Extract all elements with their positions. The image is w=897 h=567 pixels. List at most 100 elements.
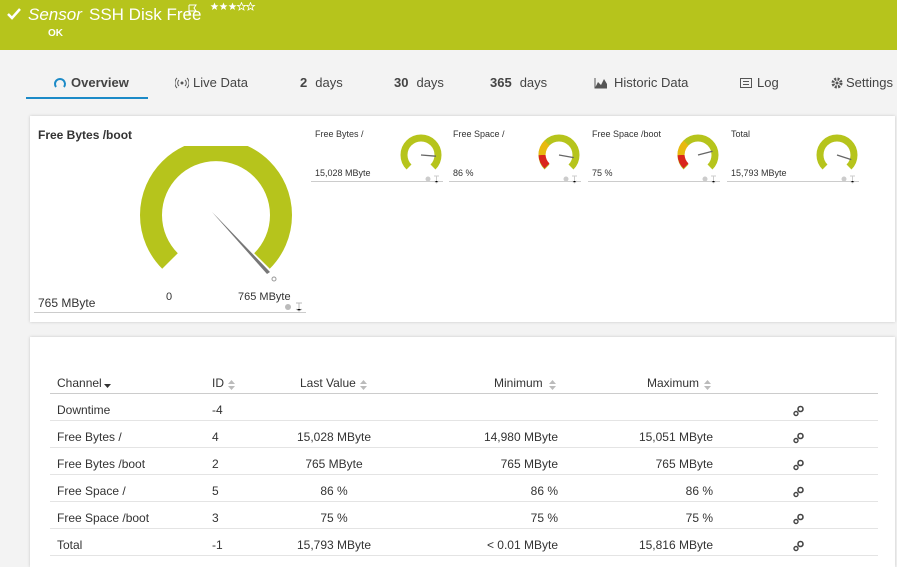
flag-icon[interactable] [187,4,199,16]
table-cell: 4 [212,430,219,444]
mini-gauge-tools-svg [702,175,717,184]
tab-label: Historic Data [614,75,689,90]
row-line [50,447,878,448]
mini-gauge-value: 75 % [592,168,613,178]
channel-settings-icon[interactable] [793,458,805,476]
mini-gauge-tools-svg [841,175,856,184]
tab-number: 2 [300,75,308,90]
mini-gauge-value: 86 % [453,168,474,178]
mini-gauge [815,133,859,182]
tab-label: days [416,75,444,90]
tab[interactable]: Overview [71,75,129,90]
sort-icon[interactable] [548,378,557,396]
tab-icon [830,76,844,95]
table-cell: 765 MByte [655,457,713,471]
gauge-title: Free Bytes /boot [38,128,133,142]
table-cell: 15,816 MByte [638,538,713,552]
mini-gauge [537,133,581,182]
table-cell: Free Space /boot [57,511,150,525]
row-line [50,528,878,529]
sort-icon-svg [104,384,111,388]
mini-gauge-tools[interactable] [563,171,581,189]
column-header[interactable]: Last Value [300,376,356,390]
table-cell: 3 [212,511,219,525]
mini-gauge-value: 15,793 MByte [731,168,787,178]
tab-icon-svg [594,78,607,89]
tab-label: Settings [846,75,893,90]
tab-icon [53,76,67,95]
table-cell: -1 [212,538,223,552]
column-header[interactable]: Maximum [647,376,700,390]
check-icon [7,8,21,20]
sort-icon-svg [360,380,367,390]
tab-label: Live Data [193,75,248,90]
row-line [50,474,878,475]
table-cell: 15,793 MByte [296,538,372,552]
mini-gauge-svg [816,134,858,170]
tab[interactable]: Settings [846,75,893,90]
column-header[interactable]: ID [212,376,224,390]
gauge-max: 765 MByte [238,291,291,303]
gauge-panel: Free Bytes /boot 765 MByte 0 765 MByte [30,116,895,322]
mini-gauge-underline [311,181,443,182]
mini-gauge-tools[interactable] [702,171,720,189]
sort-icon[interactable] [703,378,712,396]
column-header[interactable]: Minimum [494,376,543,390]
table-cell: 86 % [320,484,348,498]
tab-label: days [315,75,343,90]
header-line [50,393,878,394]
row-line [50,420,878,421]
tab-bar [0,50,897,102]
status: OK [48,28,63,39]
table-cell: Downtime [57,403,111,417]
table-cell: 5 [212,484,219,498]
tab-number: 30 [394,75,409,90]
tab[interactable]: Log [757,75,779,90]
mini-gauge-tools[interactable] [841,171,859,189]
column-header[interactable]: Channel [57,376,102,390]
tab[interactable]: 2 days [300,75,343,90]
sort-icon-svg [228,380,235,390]
channel-settings-icon[interactable] [793,512,805,530]
mini-gauge-tools-svg [425,175,440,184]
sort-icon[interactable] [103,378,112,396]
mini-gauge-name: Total [731,129,751,139]
mini-gauge-svg [400,134,442,170]
channel-table-panel [30,337,895,567]
channel-settings-icon-svg [793,432,804,444]
sort-icon[interactable] [359,378,368,396]
row-line [50,501,878,502]
priority-stars[interactable] [210,2,258,14]
channel-settings-icon[interactable] [793,539,805,557]
channel-settings-icon[interactable] [793,404,805,422]
title: SSH Disk Free [89,5,202,24]
main-gauge [140,146,292,282]
gauge-underline [34,312,306,313]
channel-settings-icon-svg [793,486,804,498]
table-cell: 86 % [530,484,558,498]
table-cell: 75 % [685,511,713,525]
sort-icon-svg [549,380,556,390]
tab-icon [594,76,608,95]
tab[interactable]: Historic Data [614,75,688,90]
mini-gauge-value: 15,028 MByte [315,168,371,178]
table-cell: 2 [212,457,219,471]
table-cell: 75 % [320,511,348,525]
sort-icon[interactable] [227,378,236,396]
table-cell: Free Bytes /boot [57,457,146,471]
mini-gauge-svg [538,134,580,170]
table-cell: < 0.01 MByte [486,538,558,552]
mini-gauge-underline [588,181,720,182]
channel-settings-icon[interactable] [793,485,805,503]
gauge-tools[interactable] [284,302,306,312]
tab[interactable]: Live Data [193,75,248,90]
tab[interactable]: 30 days [394,75,444,90]
table-cell: 75 % [530,511,558,525]
channel-settings-icon[interactable] [793,431,805,449]
tab[interactable]: 365 days [490,75,547,90]
row-line [50,555,878,556]
mini-gauge-name: Free Bytes / [315,129,364,139]
table-cell: Total [57,538,83,552]
tab-label: Log [757,75,779,90]
mini-gauge-tools[interactable] [425,171,443,189]
